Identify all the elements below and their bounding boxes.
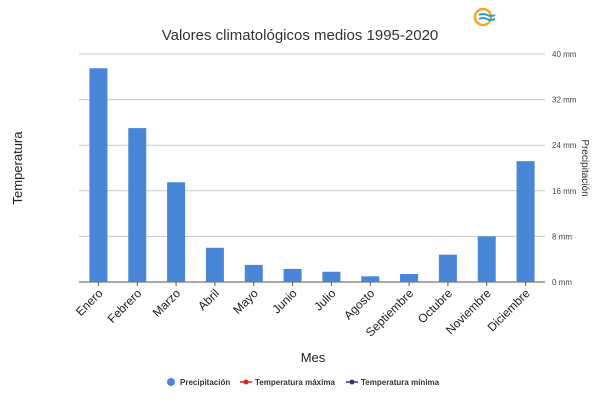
right-axis-tick-label: 32 mm <box>552 96 577 105</box>
right-axis-tick-label: 8 mm <box>552 232 572 241</box>
legend-label: Temperatura mínima <box>361 378 440 387</box>
gridlines <box>79 53 545 283</box>
legend-marker <box>349 379 355 385</box>
bar <box>244 264 263 282</box>
legend-marker <box>167 378 175 386</box>
bar <box>438 254 457 282</box>
bar <box>400 274 419 282</box>
right-axis-tick-label: 0 mm <box>552 278 572 287</box>
climate-logo-icon <box>473 7 496 27</box>
bar <box>361 276 380 282</box>
x-tick-label: Febrero <box>105 286 145 326</box>
right-axis-tick-label: 24 mm <box>552 141 577 150</box>
legend-label: Precipitación <box>180 378 230 387</box>
bar <box>89 68 108 282</box>
bars <box>89 68 535 282</box>
x-tick-label: Abril <box>195 286 222 313</box>
right-axis-ticks: 0 mm 8 mm 16 mm 24 mm 32 mm 40 mm <box>552 50 577 287</box>
legend-marker <box>243 379 249 385</box>
bar <box>516 161 535 282</box>
x-axis-ticks: Enero Febrero Marzo Abril Mayo Junio Julio Agos… <box>73 282 533 340</box>
right-axis-tick-label: 16 mm <box>552 187 577 196</box>
x-tick-label: Junio <box>270 286 300 316</box>
x-axis-label: Mes <box>301 350 326 365</box>
bar <box>167 182 186 282</box>
bar <box>128 128 147 282</box>
y-axis-left-label: Temperatura <box>10 131 25 205</box>
x-tick-label: Marzo <box>150 286 184 320</box>
x-tick-label: Julio <box>311 286 339 314</box>
x-tick-label: Mayo <box>230 286 261 317</box>
chart-title: Valores climatológicos medios 1995-2020 <box>162 27 439 44</box>
bar <box>283 268 302 282</box>
right-axis-tick-label: 40 mm <box>552 50 577 59</box>
legend: Precipitación Temperatura máxima Temperatu… <box>167 378 440 387</box>
legend-label: Temperatura máxima <box>255 378 335 387</box>
bar <box>477 236 496 282</box>
x-tick-label: Agosto <box>341 286 378 323</box>
x-tick-label: Enero <box>73 286 106 319</box>
y-axis-right-label: Precipitación <box>579 139 590 196</box>
bar <box>322 271 341 282</box>
x-tick-label: Diciembre <box>485 286 533 334</box>
bar <box>205 247 224 282</box>
